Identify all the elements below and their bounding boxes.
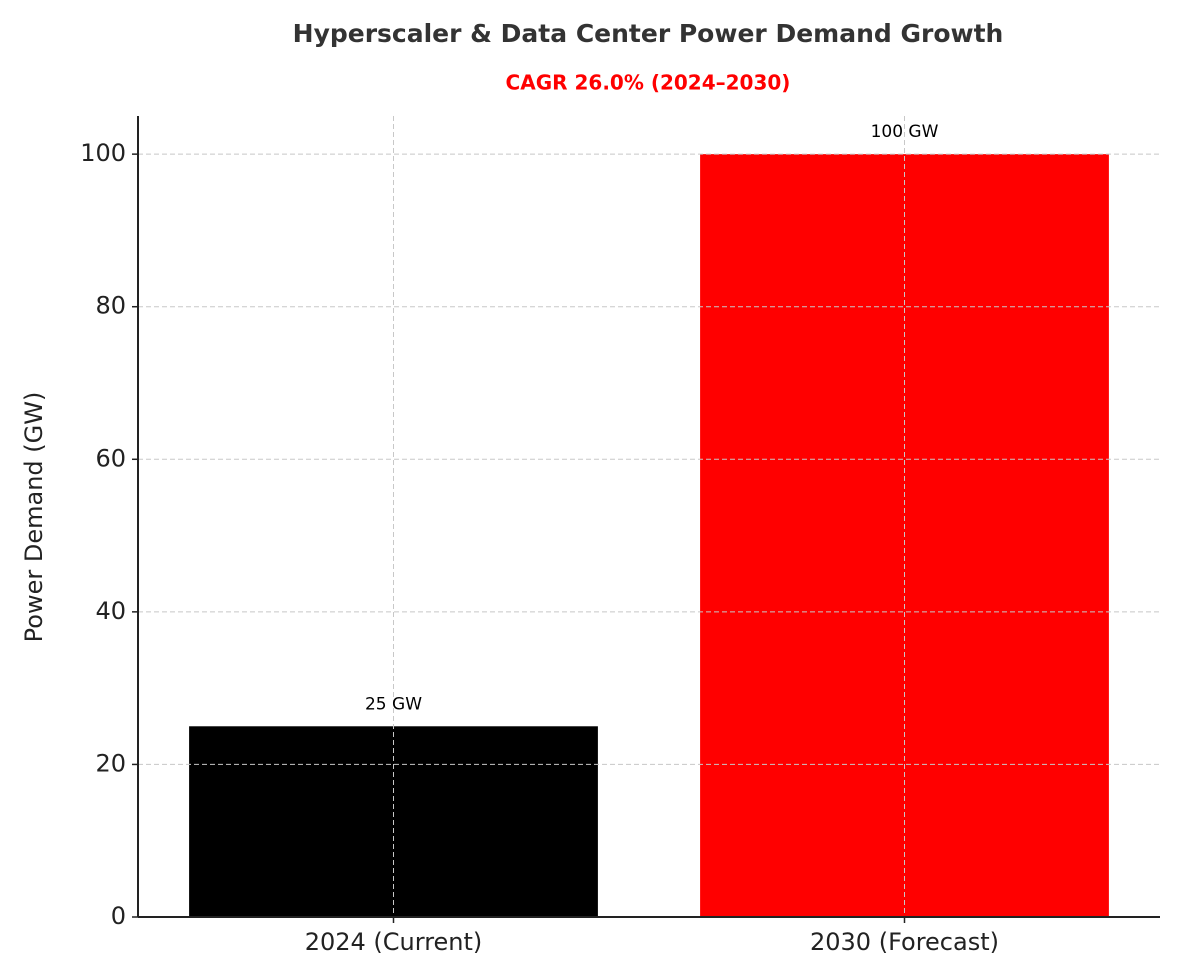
y-tick-label: 60 [95,444,126,472]
value-label: 100 GW [871,122,939,142]
value-label: 25 GW [365,694,422,714]
x-tick-label: 2030 (Forecast) [810,928,999,956]
chart-subtitle: CAGR 26.0% (2024–2030) [506,71,791,95]
y-tick-label: 100 [80,139,126,167]
x-tick-label: 2024 (Current) [305,928,483,956]
y-tick-label: 20 [95,749,126,777]
y-axis-label: Power Demand (GW) [20,392,48,643]
chart-title: Hyperscaler & Data Center Power Demand G… [293,19,1004,48]
y-tick-label: 0 [111,902,126,930]
y-tick-label: 40 [95,597,126,625]
y-tick-label: 80 [95,292,126,320]
